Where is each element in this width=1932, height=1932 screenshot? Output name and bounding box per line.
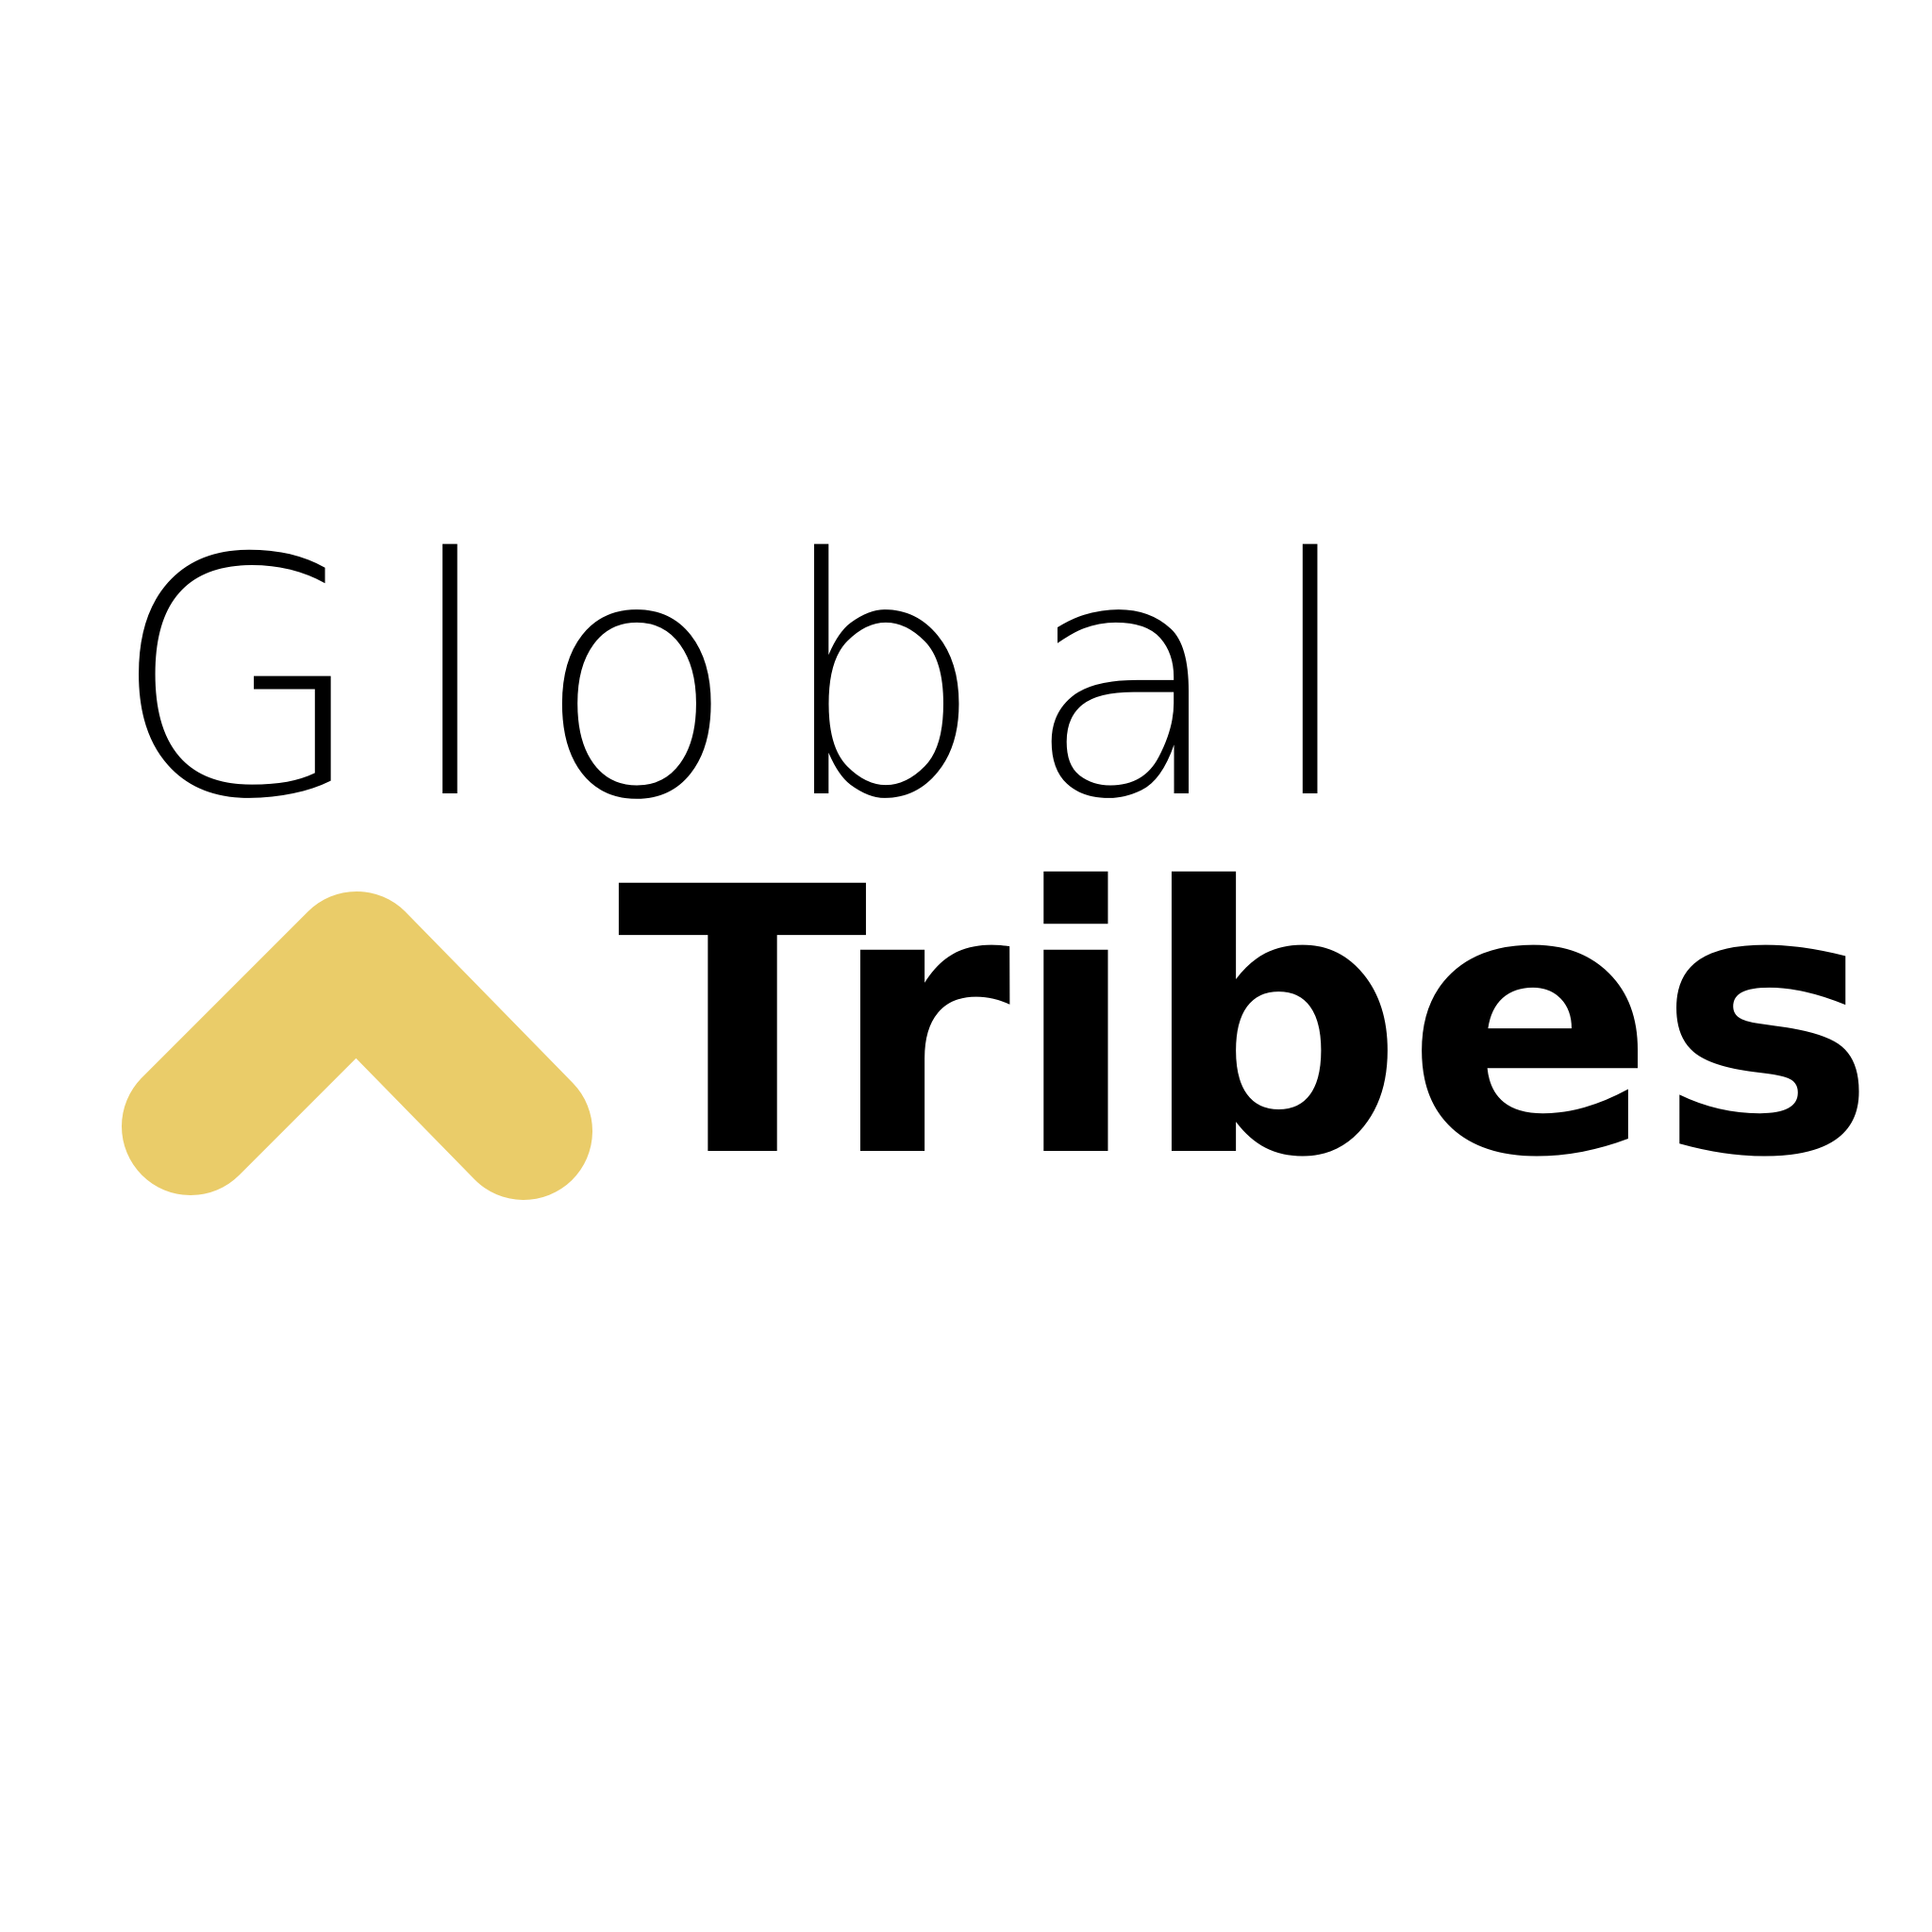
chevron-mark (122, 891, 592, 1200)
logo-word-global: Global (111, 490, 1397, 872)
logo-word-tribes: Tribes (617, 809, 1879, 1238)
